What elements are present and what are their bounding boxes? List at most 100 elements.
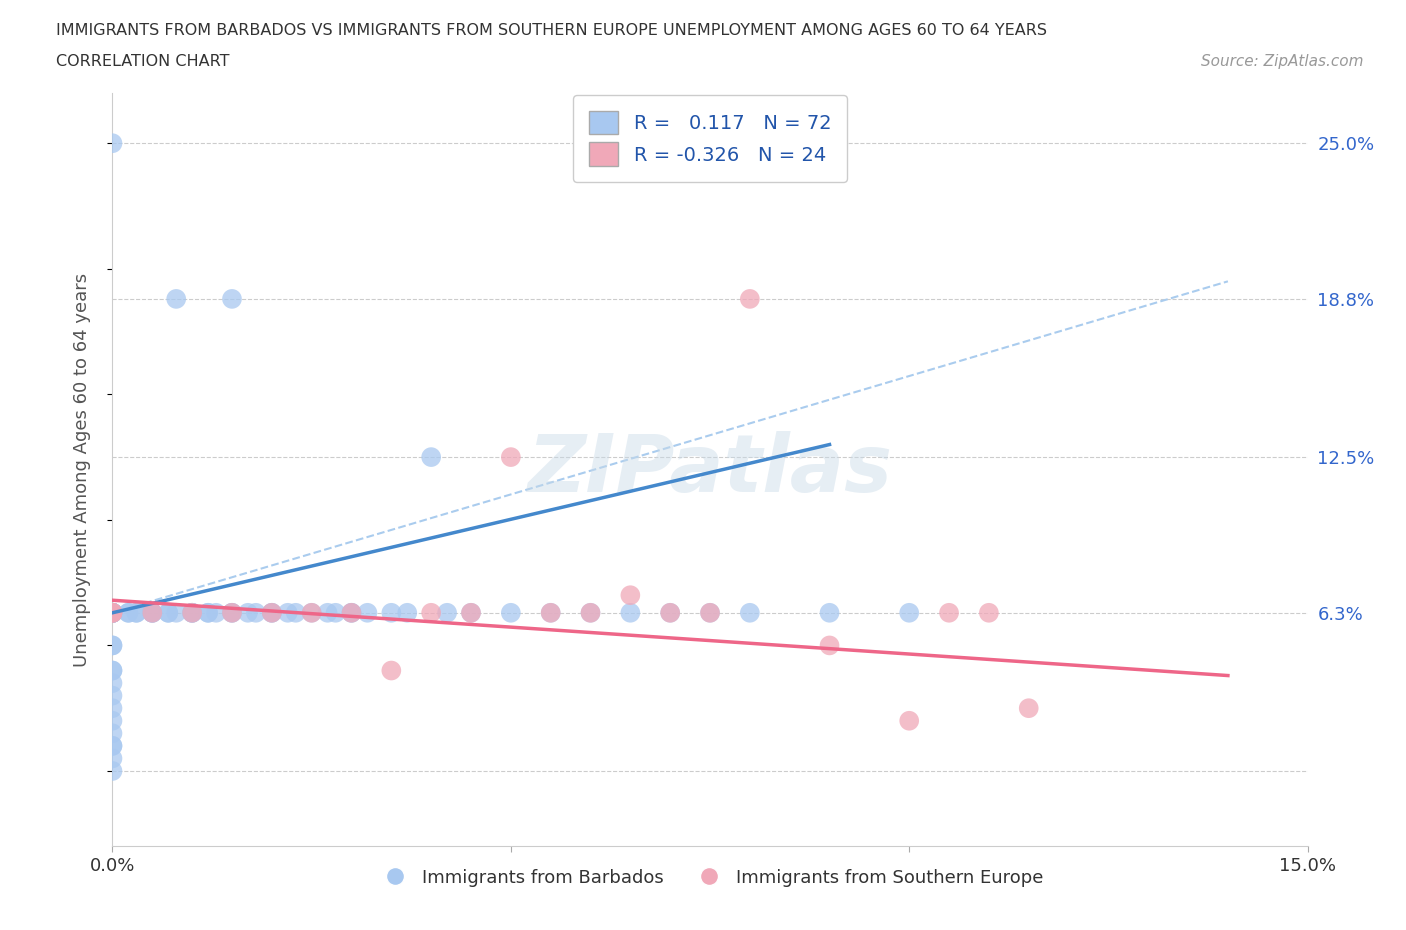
Point (101, 605, 124, 620)
Point (619, 588, 641, 603)
Text: IMMIGRANTS FROM BARBADOS VS IMMIGRANTS FROM SOUTHERN EUROPE UNEMPLOYMENT AMONG A: IMMIGRANTS FROM BARBADOS VS IMMIGRANTS F… (56, 23, 1047, 38)
Point (101, 764, 124, 778)
Point (125, 605, 148, 620)
Point (221, 605, 243, 620)
Point (117, 605, 139, 620)
Point (499, 605, 522, 620)
Point (579, 605, 602, 620)
Point (396, 605, 419, 620)
Point (236, 605, 259, 620)
Text: ZIPatlas: ZIPatlas (527, 431, 893, 509)
Point (380, 663, 402, 678)
Point (277, 605, 299, 620)
Point (101, 605, 124, 620)
Point (141, 605, 163, 620)
Point (699, 605, 721, 620)
Point (101, 738, 124, 753)
Point (165, 605, 187, 620)
Point (1018, 701, 1040, 716)
Point (101, 738, 124, 753)
Point (738, 291, 761, 306)
Point (141, 605, 163, 620)
Point (101, 663, 124, 678)
Point (101, 713, 124, 728)
Point (221, 605, 243, 620)
Point (101, 605, 124, 620)
Point (460, 605, 482, 620)
Point (380, 605, 402, 620)
Point (101, 688, 124, 703)
Point (245, 605, 267, 620)
Point (738, 605, 761, 620)
Point (157, 605, 180, 620)
Point (340, 605, 363, 620)
Point (101, 663, 124, 678)
Point (284, 605, 307, 620)
Point (221, 291, 243, 306)
Point (420, 605, 443, 620)
Point (101, 751, 124, 766)
Point (436, 605, 458, 620)
Point (619, 605, 641, 620)
Point (260, 605, 283, 620)
Point (101, 605, 124, 620)
Point (157, 605, 180, 620)
Point (579, 605, 602, 620)
Point (101, 605, 124, 620)
Point (659, 605, 682, 620)
Point (101, 605, 124, 620)
Point (301, 605, 323, 620)
Point (205, 605, 228, 620)
Point (818, 605, 841, 620)
Point (101, 675, 124, 690)
Point (101, 638, 124, 653)
Y-axis label: Unemployment Among Ages 60 to 64 years: Unemployment Among Ages 60 to 64 years (73, 272, 91, 667)
Point (340, 605, 363, 620)
Point (101, 605, 124, 620)
Point (316, 605, 339, 620)
Point (125, 605, 148, 620)
Point (197, 605, 219, 620)
Point (181, 605, 204, 620)
Point (181, 605, 204, 620)
Point (260, 605, 283, 620)
Point (197, 605, 219, 620)
Point (181, 605, 204, 620)
Point (101, 605, 124, 620)
Point (117, 605, 139, 620)
Point (499, 450, 522, 465)
Point (340, 605, 363, 620)
Point (101, 605, 124, 620)
Point (101, 605, 124, 620)
Point (101, 605, 124, 620)
Point (141, 605, 163, 620)
Point (977, 605, 1000, 620)
Point (101, 136, 124, 151)
Point (420, 450, 443, 465)
Point (898, 713, 921, 728)
Point (260, 605, 283, 620)
Point (101, 605, 124, 620)
Legend: Immigrants from Barbados, Immigrants from Southern Europe: Immigrants from Barbados, Immigrants fro… (370, 861, 1050, 894)
Point (460, 605, 482, 620)
Point (938, 605, 960, 620)
Point (356, 605, 378, 620)
Point (325, 605, 347, 620)
Text: Source: ZipAtlas.com: Source: ZipAtlas.com (1201, 54, 1364, 69)
Point (540, 605, 562, 620)
Point (165, 291, 187, 306)
Point (101, 701, 124, 716)
Point (301, 605, 323, 620)
Point (699, 605, 721, 620)
Point (101, 605, 124, 620)
Point (659, 605, 682, 620)
Point (818, 638, 841, 653)
Text: CORRELATION CHART: CORRELATION CHART (56, 54, 229, 69)
Point (898, 605, 921, 620)
Point (540, 605, 562, 620)
Point (101, 638, 124, 653)
Point (101, 726, 124, 741)
Point (181, 605, 204, 620)
Point (101, 605, 124, 620)
Point (101, 605, 124, 620)
